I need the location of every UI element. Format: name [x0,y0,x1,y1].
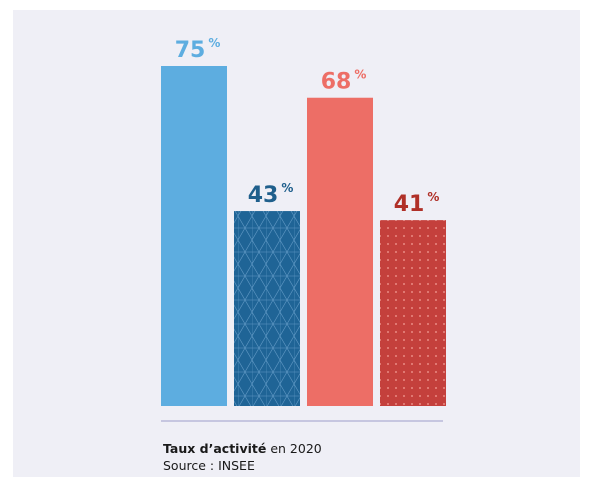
bar-3 [307,97,373,406]
data-label-1: 75 [175,38,206,63]
data-label-unit-3: % [354,68,366,82]
data-label-2: 43 [248,183,279,208]
bar-2 [234,211,300,406]
bar-4 [380,220,446,406]
data-label-3: 68 [321,70,352,95]
data-label-4: 41 [394,192,425,217]
caption-title: Taux d’activité en 2020 [163,440,322,457]
bar-1 [161,66,227,406]
caption-title-bold: Taux d’activité [163,441,267,456]
data-label-unit-2: % [281,181,293,195]
data-label-unit-4: % [427,190,439,204]
chart-caption: Taux d’activité en 2020 Source : INSEE [163,440,322,474]
caption-title-rest: en 2020 [266,441,322,456]
data-label-unit-1: % [208,36,220,50]
caption-source: Source : INSEE [163,458,255,473]
